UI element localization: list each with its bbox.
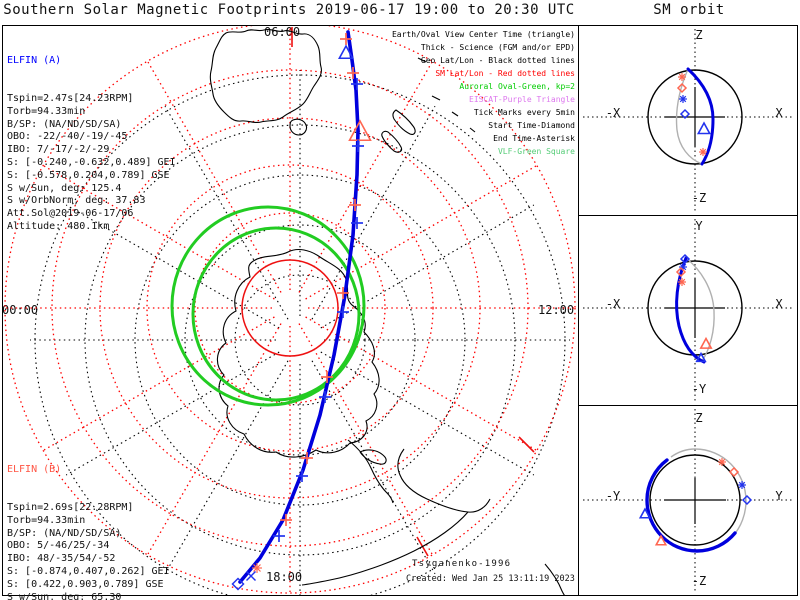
south-america-tip — [397, 448, 491, 513]
legend-line: Thick - Science (FGM and/or EPD) — [420, 43, 575, 52]
orbit-near-arcs — [645, 67, 737, 553]
info-line: Altitude: 480.1km — [7, 220, 110, 232]
info-line: S: [-0.578,0.204,0.789] GSE — [7, 169, 170, 181]
legend-line: Tick Marks every 5min — [473, 108, 575, 117]
page-title: Southern Solar Magnetic Footprints 2019-… — [3, 2, 575, 18]
axis-label-Y-Z-bottom: -Z — [691, 574, 707, 588]
australia-outline — [209, 29, 322, 124]
axis-label-Y-Z-right: Y — [775, 489, 783, 503]
mlt-label-left: 00:00 — [2, 303, 39, 317]
info-line: Torb=94.33min — [7, 105, 86, 117]
info-line: B/SP: (NA/ND/SD/SA) — [7, 527, 122, 539]
sm-orbit-title: SM orbit — [653, 2, 725, 18]
info-line: S w/OrbNorm, deg: 37.83 — [7, 195, 146, 207]
legend-line: Auroral Oval-Green, kp=2 — [459, 82, 575, 91]
legend-line: Start Time-Diamond — [488, 121, 575, 130]
orbit-far-arcs — [670, 68, 747, 537]
info-line: IBO: 7/-17/-2/-29 — [7, 144, 110, 156]
axis-label-X-Z-top: Z — [695, 28, 703, 42]
info-line: S w/Sun, deg: 125.4 — [7, 182, 122, 194]
panel-axis-crosses — [664, 87, 726, 524]
legend: Earth/Oval View Center Time (triangle) Th… — [392, 28, 575, 158]
info-line: B/SP: (NA/ND/SD/SA) — [7, 118, 122, 130]
elfin-b-title: ELFIN (B) — [7, 463, 62, 475]
info-line: OBO: 5/-46/25/-34 — [7, 540, 110, 552]
info-line: S: [-0.874,0.407,0.262] GEI — [7, 565, 170, 577]
mlt-label-top: 06:00 — [264, 25, 301, 39]
legend-line: Earth/Oval View Center Time (triangle) — [391, 30, 575, 39]
model-credit: Tsyganenko-1996 — [412, 559, 512, 569]
legend-line: EISCAT-Purple Triangle — [469, 95, 575, 104]
info-line: S: [-0.240,-0.632,0.489] GEI — [7, 156, 176, 168]
elfin-b-lines: Tspin=2.69s[22.28RPM] Torb=94.33min B/SP: … — [7, 502, 170, 600]
legend-line: VLF-Green Square — [497, 147, 575, 156]
axis-label-Y-Z-top: Z — [695, 411, 703, 425]
mlt-label-bottom: 18:00 — [266, 570, 303, 584]
info-line: OBO: -22/-40/-19/-45 — [7, 131, 128, 143]
antarctic-peninsula — [347, 439, 394, 504]
info-line: S: [0.422,0.903,0.789] GSE — [7, 578, 164, 590]
footprint-markers — [231, 33, 372, 591]
axis-label-X-Y-right: X — [775, 297, 783, 311]
auroral-ovals — [170, 205, 366, 407]
axis-label-X-Y-top: Y — [695, 219, 703, 233]
axis-label-X-Z-left: -X — [605, 106, 621, 120]
info-line: S w/Sun, deg: 65.30 — [7, 591, 122, 600]
axis-label-Y-Z-left: -Y — [605, 489, 621, 503]
axis-label-X-Z-right: X — [775, 106, 783, 120]
elfin-a-title: ELFIN (A) — [7, 54, 62, 66]
info-line: IBO: 48/-35/54/-52 — [7, 553, 116, 565]
panel-earth-circles — [647, 69, 743, 546]
info-line: Tspin=2.69s[22.28RPM] — [7, 501, 134, 513]
antarctica-outline — [216, 248, 380, 458]
info-line: Tspin=2.47s[24.23RPM] — [7, 92, 134, 104]
info-line: Torb=94.33min — [7, 514, 86, 526]
sm-orbit-panel-markers — [638, 73, 753, 546]
elfin-b-info: ELFIN (B) Tspin=2.69s[22.28RPM] Torb=94.3… — [7, 438, 170, 600]
mlt-label-right: 12:00 — [538, 303, 575, 317]
legend-line: SM Lat/Lon - Red dotted lines — [435, 69, 575, 78]
legend-line: End Time-Asterisk — [493, 134, 575, 143]
axis-label-X-Y-left: -X — [605, 297, 621, 311]
elfin-a-info: ELFIN (A) Tspin=2.47s[24.23RPM] Torb=94.3… — [7, 29, 176, 259]
created-timestamp: Created: Wed Jan 25 13:11:19 2023 — [406, 574, 575, 584]
elfin-a-lines: Tspin=2.47s[24.23RPM] Torb=94.33min B/SP: … — [7, 93, 176, 234]
axis-label-X-Z-bottom: -Z — [691, 191, 707, 205]
axis-label-X-Y-bottom: -Y — [691, 382, 707, 396]
footprint-track — [238, 30, 360, 584]
small-island-arc — [359, 449, 387, 465]
tasmania-outline — [289, 118, 308, 136]
legend-line: Geo Lat/Lon - Black dotted lines — [420, 56, 575, 65]
info-line: Att.Sol@2019-06-17/06 — [7, 208, 134, 220]
